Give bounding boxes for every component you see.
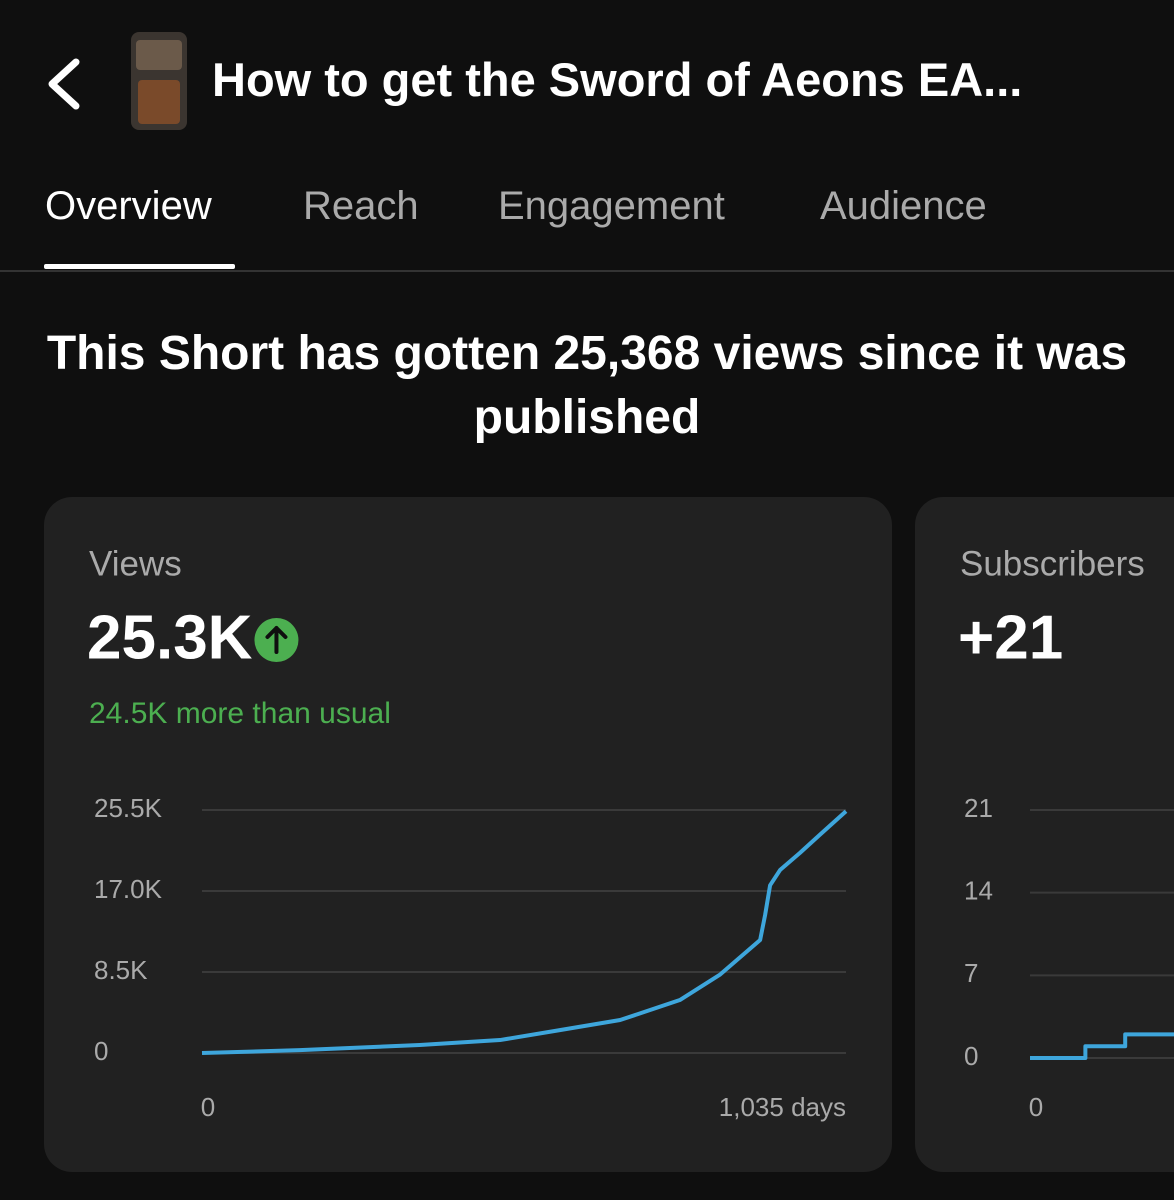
y-tick-label: 7 — [964, 958, 978, 988]
tab[interactable]: Reach — [303, 184, 419, 228]
data-line — [1030, 1032, 1174, 1060]
trend-arrow — [265, 626, 288, 654]
tab[interactable]: Audience — [820, 184, 987, 228]
thumbnail-detail — [138, 80, 180, 124]
video-title: How to get the Sword of Aeons EA... — [212, 53, 1023, 106]
tab[interactable]: Engagement — [498, 184, 725, 228]
tab-divider — [0, 270, 1174, 272]
x-tick-label: 0 — [1029, 1092, 1043, 1122]
x-tick-label: 0 — [201, 1092, 215, 1122]
metric-note: 24.5K more than usual — [89, 697, 391, 730]
data-line — [201, 809, 848, 1055]
metric-value: 25.3K — [87, 603, 253, 672]
metric-label: Views — [89, 544, 182, 583]
thumbnail-detail — [136, 40, 182, 70]
back-button[interactable] — [48, 58, 80, 110]
y-tick-label: 0 — [94, 1036, 108, 1066]
y-tick-label: 14 — [964, 876, 993, 906]
y-tick-label: 8.5K — [94, 955, 148, 985]
y-tick-label: 21 — [964, 793, 993, 823]
x-tick-label: 1,035 days — [719, 1092, 846, 1122]
metric-label: Subscribers — [960, 544, 1145, 583]
card[interactable] — [915, 497, 1174, 1172]
card[interactable] — [44, 497, 892, 1172]
tab[interactable]: Overview — [45, 184, 212, 228]
y-tick-label: 17.0K — [94, 874, 163, 904]
y-tick-label: 25.5K — [94, 793, 163, 823]
headline: This Short has gotten 25,368 views since… — [46, 327, 1128, 444]
tab-underline — [44, 264, 235, 269]
y-tick-label: 0 — [964, 1041, 978, 1071]
metric-value: +21 — [958, 603, 1063, 672]
